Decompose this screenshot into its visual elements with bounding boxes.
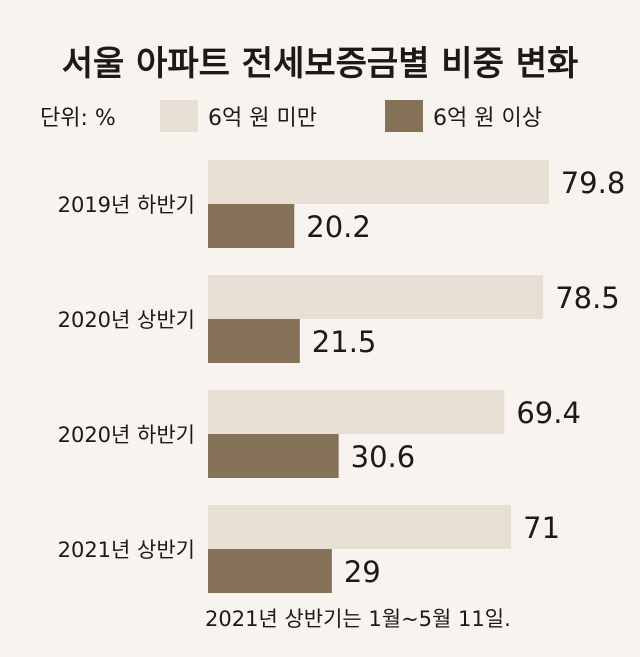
bar-1 (208, 434, 339, 478)
bar-value-label: 71 (523, 511, 560, 545)
legend-label-0: 6억 원 미만 (208, 106, 317, 131)
footnote: 2021년 상반기는 1월~5월 11일. (205, 607, 511, 631)
chart-title: 서울 아파트 전세보증금별 비중 변화 (62, 44, 579, 84)
bar-0 (208, 275, 544, 319)
bar-1 (208, 204, 295, 248)
category-label: 2020년 상반기 (58, 308, 195, 332)
category-label: 2020년 하반기 (58, 423, 195, 447)
legend-swatch-1 (385, 100, 423, 132)
legend-label-1: 6억 원 이상 (433, 106, 542, 131)
bar-0 (208, 390, 505, 434)
unit-label: 단위: % (40, 106, 116, 131)
bars: 2019년 하반기 79.8 20.2 2020년 상반기 78.5 21.5 2020년 … (58, 160, 626, 593)
bar-value-label: 20.2 (306, 210, 371, 244)
bar-value-label: 78.5 (555, 281, 620, 315)
legend-swatch-0 (160, 100, 198, 132)
bar-value-label: 29 (344, 555, 381, 589)
bar-1 (208, 549, 332, 593)
category-label: 2021년 상반기 (58, 538, 195, 562)
bar-value-label: 21.5 (312, 325, 377, 359)
bar-0 (208, 505, 512, 549)
bar-value-label: 79.8 (561, 166, 626, 200)
bar-value-label: 30.6 (351, 440, 416, 474)
bar-0 (208, 160, 549, 204)
legend: 6억 원 미만 6억 원 이상 (160, 100, 542, 132)
category-label: 2019년 하반기 (58, 193, 195, 217)
bar-value-label: 69.4 (516, 396, 581, 430)
bar-1 (208, 319, 300, 363)
